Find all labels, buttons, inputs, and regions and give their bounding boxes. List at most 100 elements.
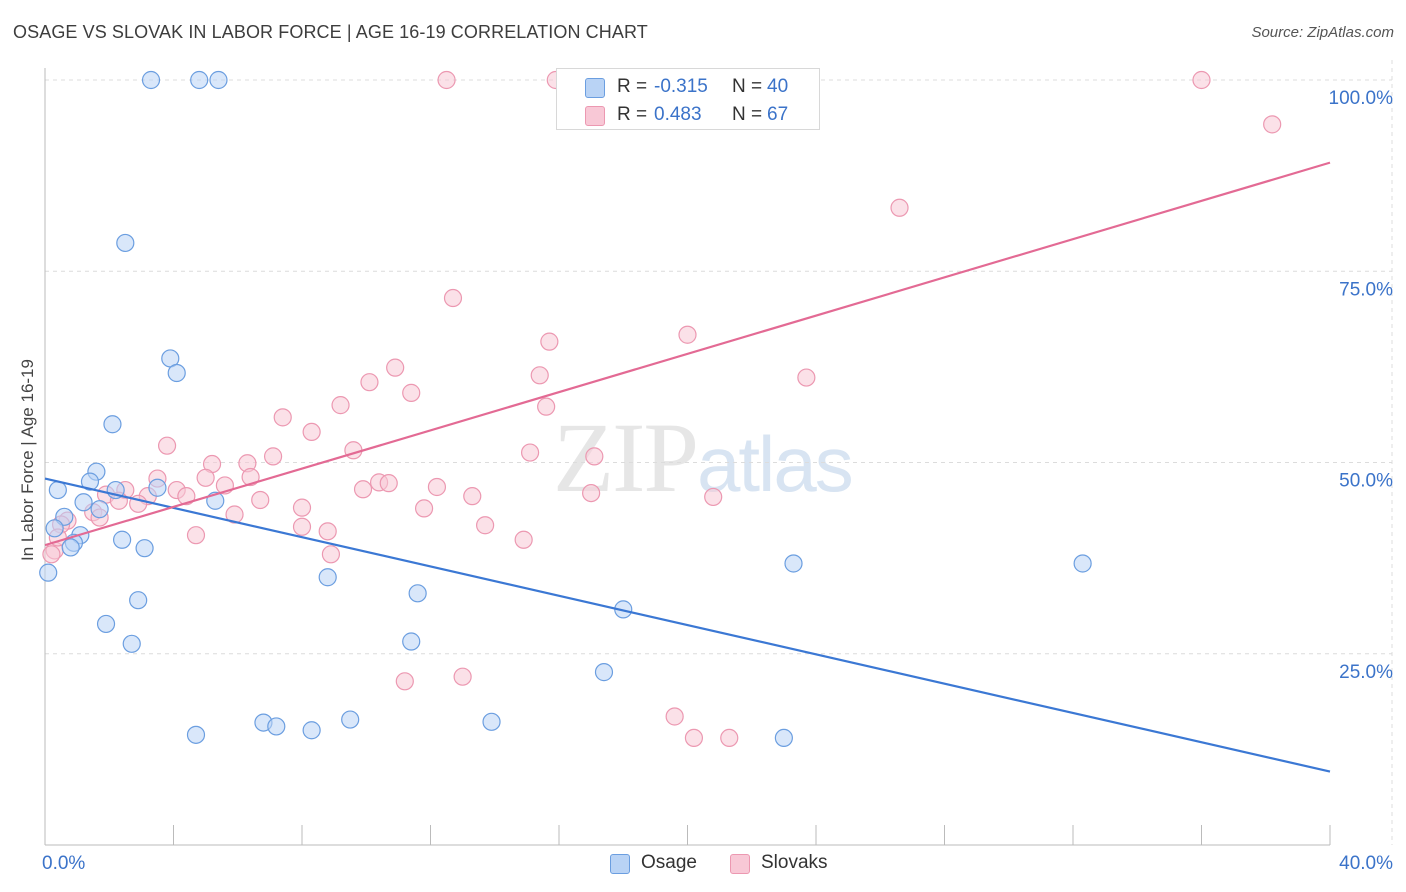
slovak-point-23 [263, 447, 283, 466]
osage-point-38 [482, 712, 501, 731]
slovak-point-9 [678, 325, 697, 344]
bottom-osage-label: Osage [641, 852, 697, 873]
x-tick-label-0: 0.0% [42, 853, 85, 874]
slovak-point-11 [386, 358, 405, 377]
osage-point-16 [45, 519, 64, 538]
grid-lines [45, 60, 1393, 845]
slovak-point-54 [476, 516, 495, 535]
slovak-point-41 [582, 484, 601, 503]
osage-point-35 [267, 717, 286, 736]
osage-point-9 [48, 480, 67, 500]
slovak-point-40 [463, 487, 482, 506]
slovaks-r-value: 0.483 [654, 104, 702, 125]
osage-r-value: -0.315 [654, 76, 708, 97]
slovak-point-29 [196, 468, 215, 487]
x-tick-label-1: 40.0% [1339, 853, 1393, 874]
slovak-trend-line [44, 161, 1331, 547]
slovak-point-34 [353, 480, 373, 499]
bottom-slovaks-label: Slovaks [761, 852, 828, 873]
osage-point-1 [190, 70, 209, 90]
slovak-point-12 [530, 366, 549, 385]
trend-lines [44, 161, 1331, 773]
osage-point-6 [103, 415, 122, 434]
slovak-point-22 [520, 443, 540, 462]
osage-point-0 [141, 70, 161, 90]
osage-point-25 [408, 584, 427, 603]
osage-point-30 [594, 663, 614, 682]
slovak-point-63 [684, 728, 704, 748]
slovak-point-64 [720, 728, 739, 748]
watermark: ZIPatlas [553, 400, 854, 515]
slovak-point-57 [514, 530, 533, 549]
slovak-point-6 [1263, 115, 1282, 134]
slovak-point-62 [665, 707, 684, 726]
slovak-point-7 [890, 198, 909, 217]
slovak-point-14 [360, 373, 379, 392]
osage-point-22 [39, 563, 58, 582]
osage-r-label: R = [617, 76, 648, 97]
source-label: Source: ZipAtlas.com [1251, 24, 1394, 41]
osage-point-20 [61, 538, 80, 557]
slovak-point-18 [273, 408, 292, 427]
osage-swatch [585, 78, 605, 98]
y-tick-label-2: 75.0% [1339, 279, 1393, 300]
slovaks-n-label: N = [732, 104, 763, 125]
osage-n-value: 40 [767, 76, 789, 97]
slovak-point-33 [427, 477, 447, 497]
slovak-point-65 [42, 545, 61, 564]
bottom-osage-swatch [610, 854, 630, 874]
data-points [39, 70, 1282, 748]
slovak-point-55 [318, 522, 337, 541]
osage-point-21 [135, 539, 154, 558]
osage-point-23 [318, 568, 337, 587]
slovak-point-5 [1192, 70, 1211, 90]
slovak-point-61 [453, 667, 472, 686]
y-tick-label-0: 25.0% [1339, 662, 1393, 683]
osage-point-8 [80, 472, 100, 491]
slovak-point-31 [379, 474, 398, 493]
osage-point-37 [341, 710, 360, 729]
osage-point-27 [122, 634, 141, 653]
osage-point-2 [209, 70, 228, 90]
slovaks-r-label: R = [617, 104, 648, 125]
osage-point-24 [129, 591, 148, 610]
osage-point-33 [186, 725, 206, 744]
osage-point-28 [402, 632, 421, 651]
osage-point-12 [74, 493, 93, 512]
y-tick-label-3: 100.0% [1329, 88, 1394, 109]
axes [44, 68, 1331, 846]
osage-point-31 [784, 554, 803, 573]
osage-point-5 [167, 363, 186, 383]
legend-row-osage: R = -0.315 N = 40 [557, 72, 819, 102]
legend-row-slovaks: R = 0.483 N = 67 [557, 100, 819, 130]
osage-point-11 [148, 478, 167, 497]
slovak-point-42 [704, 487, 723, 507]
watermark-zip: ZIP [553, 402, 699, 513]
correlation-legend: R = -0.315 N = 40 R = 0.483 N = 67 [556, 68, 820, 130]
slovak-point-46 [292, 498, 312, 517]
slovak-point-56 [186, 526, 206, 545]
bottom-slovaks-swatch [730, 854, 750, 874]
slovak-point-17 [537, 397, 556, 416]
tick-labels: 25.0% 50.0% 75.0% 100.0% 0.0% 40.0% [42, 88, 1393, 874]
slovak-point-15 [402, 383, 421, 402]
osage-point-36 [302, 721, 321, 740]
slovak-point-38 [177, 487, 196, 506]
chart-title: OSAGE VS SLOVAK IN LABOR FORCE | AGE 16-… [13, 22, 648, 42]
osage-trend-line [44, 477, 1331, 773]
osage-n-label: N = [732, 76, 763, 97]
osage-point-32 [1073, 554, 1092, 573]
slovak-point-8 [443, 288, 463, 308]
slovak-point-16 [331, 396, 350, 415]
osage-point-39 [774, 728, 793, 748]
y-tick-label-1: 50.0% [1339, 471, 1393, 492]
slovak-point-28 [241, 467, 260, 487]
osage-point-3 [116, 233, 135, 253]
slovak-point-20 [157, 436, 177, 455]
slovak-point-53 [292, 517, 312, 536]
slovak-point-13 [797, 368, 816, 387]
osage-point-18 [112, 530, 132, 549]
osage-point-13 [90, 500, 109, 519]
slovak-point-24 [585, 447, 604, 466]
